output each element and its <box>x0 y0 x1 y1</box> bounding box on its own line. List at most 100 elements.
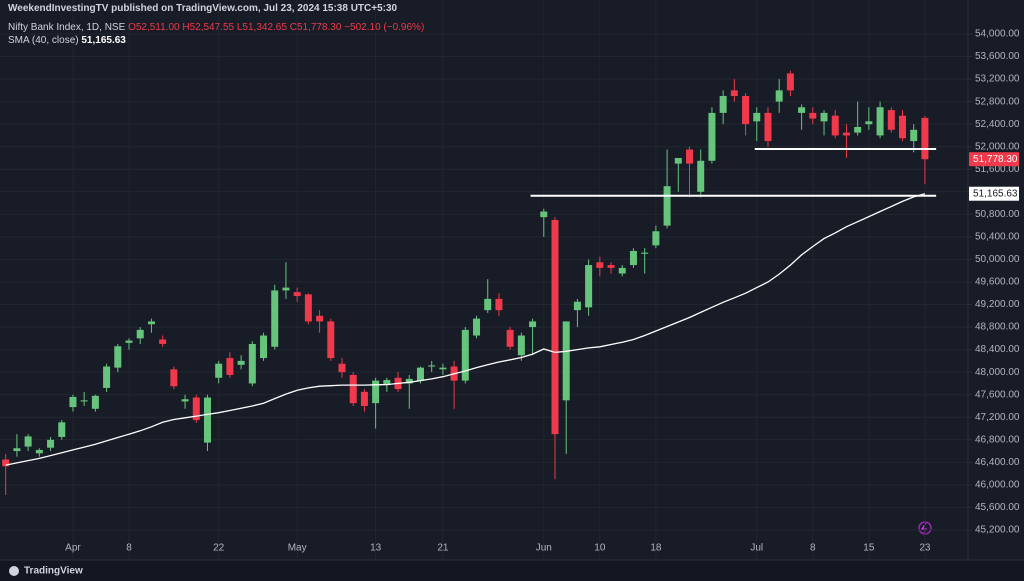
candle-body <box>697 160 705 192</box>
candle-body <box>327 321 335 359</box>
y-tick-label: 48,400.00 <box>975 344 1020 355</box>
candle-body <box>35 449 43 454</box>
candle-body <box>607 265 615 268</box>
candle-body <box>899 115 906 139</box>
x-tick-label: 23 <box>919 543 931 554</box>
candle-body <box>80 400 88 402</box>
sma-badge-label: 51,165.63 <box>973 188 1018 199</box>
candle-body <box>641 252 649 254</box>
open-label: O52,511.00 <box>128 22 180 33</box>
candle-body <box>596 262 604 268</box>
candle-body <box>786 73 794 91</box>
y-tick-label: 52,400.00 <box>975 119 1020 130</box>
candle-body <box>293 292 301 297</box>
candle-body <box>775 90 783 102</box>
footer-bar <box>0 561 1024 581</box>
y-tick-label: 47,200.00 <box>975 412 1020 423</box>
footer-logo: TradingView <box>24 566 83 577</box>
sma-name: SMA (40, close) <box>8 35 79 46</box>
candle-body <box>91 395 99 409</box>
y-tick-label: 50,800.00 <box>975 209 1020 220</box>
candle-body <box>47 439 55 448</box>
candle-body <box>506 329 514 347</box>
candle-body <box>708 112 716 161</box>
x-tick-label: Jul <box>750 543 763 554</box>
candle-body <box>282 287 290 291</box>
candle-body <box>461 329 469 381</box>
candle-body <box>103 366 111 388</box>
candle-body <box>854 126 862 133</box>
candle-body <box>573 301 581 311</box>
y-tick-label: 49,200.00 <box>975 299 1020 310</box>
candle-body <box>742 95 750 125</box>
candle-body <box>629 250 637 266</box>
candle-body <box>809 112 817 119</box>
candle-body <box>686 149 694 164</box>
candle-body <box>865 121 873 125</box>
x-tick-label: 13 <box>370 543 382 554</box>
candle-body <box>798 107 806 113</box>
candle-body <box>719 95 727 113</box>
grid <box>0 0 968 560</box>
y-tick-label: 54,000.00 <box>975 29 1020 40</box>
sma-legend: SMA (40, close) 51,165.63 <box>8 35 126 46</box>
candle-body <box>125 340 133 343</box>
high-label: H52,547.55 <box>182 22 235 33</box>
x-tick-label: 22 <box>213 543 225 554</box>
candle-body <box>764 112 772 142</box>
candle-body <box>674 157 682 164</box>
x-tick-label: 18 <box>650 543 662 554</box>
candle-body <box>248 343 256 384</box>
y-tick-label: 52,000.00 <box>975 141 1020 152</box>
close-badge <box>969 152 1019 167</box>
candle-body <box>484 298 492 311</box>
candle-body <box>147 321 155 325</box>
candle-body <box>69 396 77 408</box>
candle-body <box>753 112 761 122</box>
candle-body <box>551 219 559 435</box>
x-tick-label: Jun <box>536 543 552 554</box>
close-badge-label: 51,778.30 <box>973 154 1018 165</box>
y-tick-label: 46,800.00 <box>975 434 1020 445</box>
candle-body <box>58 422 66 437</box>
x-tick-label: 8 <box>126 543 132 554</box>
candle-body <box>910 129 918 142</box>
candle-body <box>360 391 368 406</box>
candle-body <box>372 380 380 404</box>
candle-body <box>136 329 144 339</box>
candle-body <box>338 363 346 373</box>
y-tick-label: 50,000.00 <box>975 254 1020 265</box>
candle-body <box>529 321 537 328</box>
candle-body <box>24 436 32 447</box>
y-tick-label: 53,600.00 <box>975 51 1020 62</box>
candle-body <box>181 399 189 402</box>
candle-body <box>349 374 357 404</box>
y-tick-label: 45,200.00 <box>975 525 1020 536</box>
candle-body <box>887 110 895 130</box>
candle-body <box>495 298 503 311</box>
y-tick-label: 48,000.00 <box>975 367 1020 378</box>
candle-body <box>13 448 21 452</box>
y-tick-label: 46,000.00 <box>975 480 1020 491</box>
y-tick-label: 46,400.00 <box>975 457 1020 468</box>
y-tick-label: 49,600.00 <box>975 277 1020 288</box>
candle-body <box>237 360 245 365</box>
x-tick-label: May <box>288 543 307 554</box>
candle-body <box>876 107 884 136</box>
candle-body <box>820 112 828 122</box>
candle-body <box>405 378 413 384</box>
candle-body <box>159 339 167 344</box>
sma-badge <box>969 186 1019 201</box>
candle-body <box>618 267 626 274</box>
x-tick-label: 21 <box>437 543 449 554</box>
candle-body <box>921 117 929 160</box>
y-tick-label: 50,400.00 <box>975 232 1020 243</box>
candle-body <box>226 358 234 375</box>
candle-body <box>215 363 223 378</box>
candle-body <box>842 132 850 136</box>
candle-body <box>416 367 424 381</box>
candle-body <box>652 231 660 246</box>
candle-body <box>585 265 593 308</box>
y-tick-label: 51,600.00 <box>975 164 1020 175</box>
